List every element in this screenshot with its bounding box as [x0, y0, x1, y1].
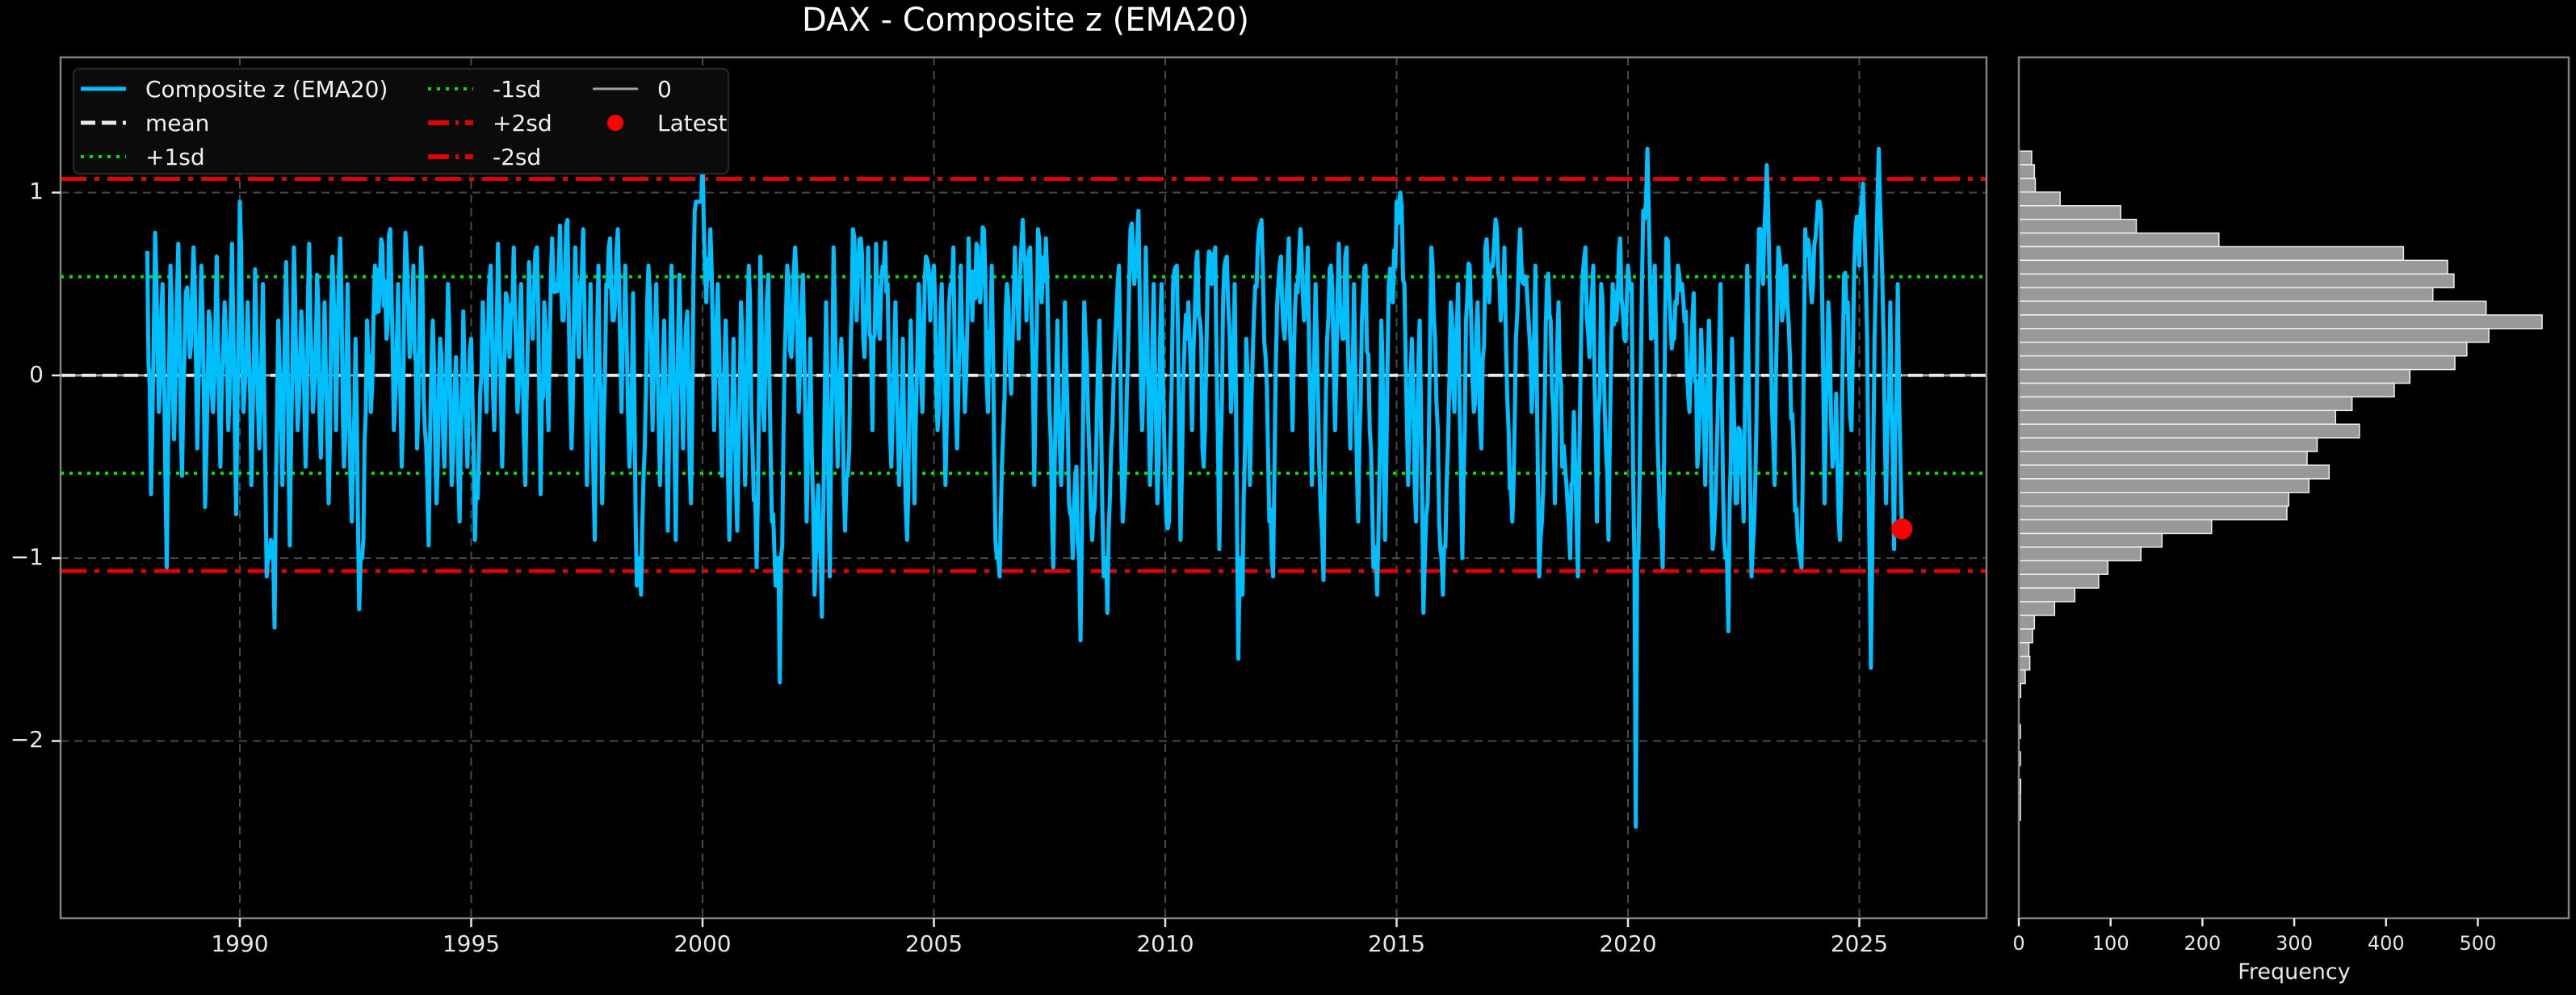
legend-label: Latest [657, 109, 728, 136]
legend-item-plus-2sd: +2sd [426, 107, 552, 139]
chart-title: DAX - Composite z (EMA20) [802, 2, 1249, 39]
solid-line-icon [593, 87, 638, 90]
x-tick-label: 2010 [1136, 930, 1194, 957]
dotted-line-icon [428, 87, 473, 90]
legend-item-zero: 0 [591, 73, 672, 105]
hist-x-tick-label: 500 [2459, 932, 2497, 955]
x-tick-label: 1995 [442, 930, 501, 957]
x-tick-label: 2005 [904, 930, 963, 957]
dashdot-line-icon [428, 154, 473, 159]
solid-line-icon [81, 86, 126, 91]
main-axis-ticks [52, 191, 1861, 927]
hist-xlabel: Frequency [2238, 959, 2351, 985]
legend-item-mean: mean [79, 107, 209, 139]
hist-x-tick-label: 100 [2091, 932, 2129, 955]
main-axes-frame [59, 56, 1988, 920]
legend-label: +2sd [493, 109, 552, 136]
y-tick-label: −1 [10, 544, 44, 571]
legend-label: -2sd [493, 143, 542, 170]
y-tick-label: 1 [29, 178, 44, 205]
legend-item-latest: Latest [591, 107, 728, 139]
hist-x-tick-label: 200 [2184, 932, 2221, 955]
legend-label: mean [145, 109, 210, 136]
dashed-line-icon [81, 120, 126, 125]
legend-item-plus-1sd: +1sd [79, 141, 205, 173]
histogram-bars [2018, 150, 2543, 821]
legend: Composite z (EMA20) mean +1sd -1sd +2sd … [73, 68, 729, 174]
y-tick-label: −2 [10, 726, 44, 754]
legend-label: +1sd [145, 143, 205, 170]
hist-x-tick-label: 400 [2367, 932, 2405, 955]
hist-x-tick-label: 0 [2012, 932, 2025, 955]
hist-x-tick-label: 300 [2276, 932, 2313, 955]
legend-item-composite: Composite z (EMA20) [79, 73, 388, 105]
x-tick-label: 2000 [673, 930, 732, 957]
x-tick-label: 2025 [1830, 930, 1889, 957]
x-tick-label: 2015 [1367, 930, 1426, 957]
y-tick-label: 0 [29, 360, 44, 388]
legend-label: Composite z (EMA20) [145, 75, 388, 103]
x-tick-label: 2020 [1599, 930, 1657, 957]
legend-item-minus-1sd: -1sd [426, 73, 541, 105]
red-dot-icon [607, 115, 623, 131]
legend-label: -1sd [493, 75, 542, 103]
dashdot-line-icon [428, 120, 473, 125]
legend-label: 0 [657, 75, 672, 103]
hist-axis-ticks [2017, 918, 2479, 926]
legend-item-minus-2sd: -2sd [426, 141, 541, 173]
dotted-line-icon [81, 155, 126, 158]
latest-point-marker [1891, 518, 1913, 539]
composite-z-line [145, 146, 1904, 829]
x-tick-label: 1990 [211, 930, 269, 957]
